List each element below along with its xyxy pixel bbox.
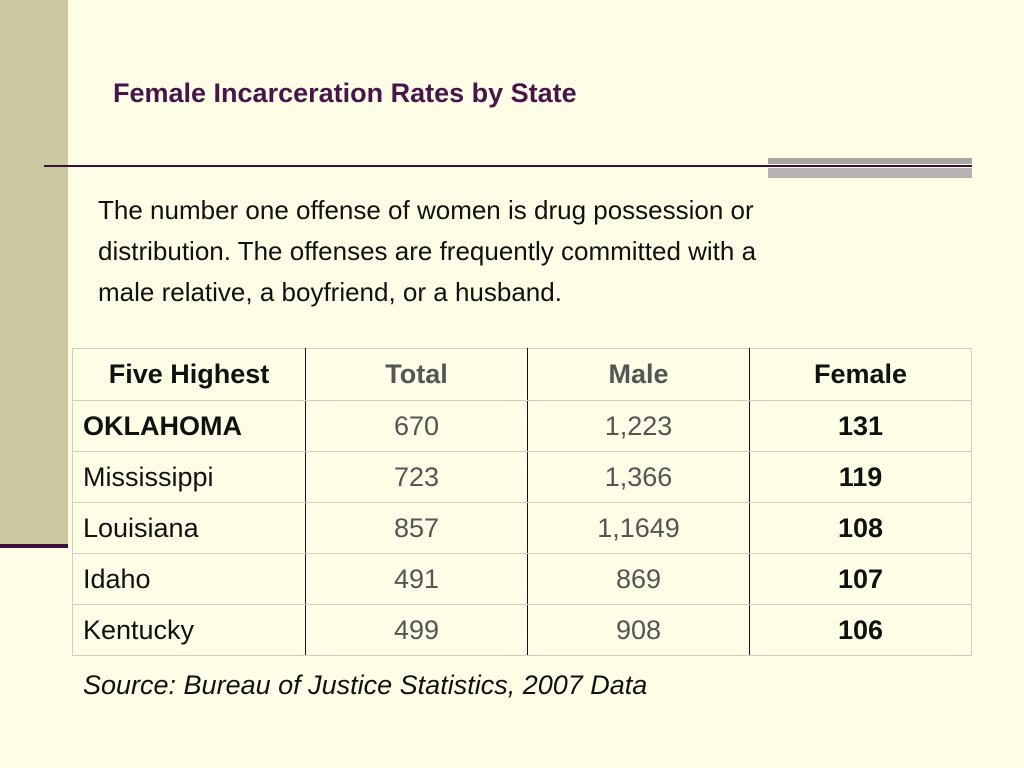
male-cell: 869 (527, 553, 750, 605)
source-note: Source: Bureau of Justice Statistics, 20… (83, 670, 648, 700)
body-line: male relative, a boyfriend, or a husband… (98, 277, 562, 307)
female-cell: 131 (749, 400, 972, 452)
total-cell: 499 (305, 604, 528, 656)
header-five-highest: Five Highest (72, 348, 306, 401)
female-cell: 107 (749, 553, 972, 605)
incarceration-table: Five Highest Total Male Female OKLAHOMA … (72, 348, 972, 656)
state-cell: Kentucky (72, 604, 306, 656)
table-header-row: Five Highest Total Male Female (72, 348, 972, 401)
state-cell: Louisiana (72, 502, 306, 554)
side-rule-decoration (0, 544, 68, 548)
table-row: Louisiana 857 1,1649 108 (72, 502, 972, 554)
body-line: The number one offense of women is drug … (98, 195, 754, 225)
header-male: Male (527, 348, 750, 401)
title-rule (44, 165, 772, 167)
slide-title: Female Incarceration Rates by State (113, 78, 577, 108)
female-cell: 106 (749, 604, 972, 656)
total-cell: 670 (305, 400, 528, 452)
state-cell: Idaho (72, 553, 306, 605)
total-cell: 857 (305, 502, 528, 554)
male-cell: 1,223 (527, 400, 750, 452)
male-cell: 1,1649 (527, 502, 750, 554)
state-cell: Mississippi (72, 451, 306, 503)
total-cell: 723 (305, 451, 528, 503)
female-cell: 108 (749, 502, 972, 554)
male-cell: 1,366 (527, 451, 750, 503)
female-cell: 119 (749, 451, 972, 503)
side-bar-decoration (0, 0, 68, 545)
male-cell: 908 (527, 604, 750, 656)
table-row: Mississippi 723 1,366 119 (72, 451, 972, 503)
body-line: distribution. The offenses are frequentl… (98, 236, 757, 266)
table-row: Kentucky 499 908 106 (72, 604, 972, 656)
header-total: Total (305, 348, 528, 401)
title-accent-bars (768, 158, 972, 178)
header-female: Female (749, 348, 972, 401)
body-text: The number one offense of women is drug … (98, 190, 978, 313)
table-row: OKLAHOMA 670 1,223 131 (72, 400, 972, 452)
state-cell: OKLAHOMA (72, 400, 306, 452)
table-row: Idaho 491 869 107 (72, 553, 972, 605)
total-cell: 491 (305, 553, 528, 605)
